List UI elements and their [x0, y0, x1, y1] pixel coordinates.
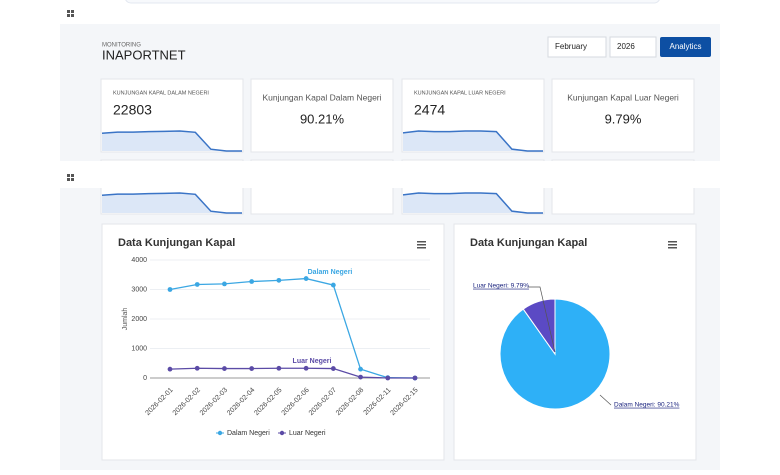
y-tick-label: 4000	[131, 257, 147, 264]
y-tick-label: 0	[143, 375, 147, 382]
card-label: Kunjungan Kapal Luar Negeri	[567, 92, 679, 102]
legend-label: Dalam Negeri	[227, 430, 270, 437]
point	[276, 366, 281, 371]
card-value: 90.21%	[300, 111, 345, 126]
header-strip	[60, 161, 780, 188]
card-label: KUNJUNGAN KAPAL DALAM NEGERI	[113, 90, 209, 96]
card-value: 22803	[113, 102, 152, 118]
series-annotation: Dalam Negeri	[308, 269, 353, 276]
legend-marker	[218, 431, 222, 435]
point	[413, 376, 418, 381]
card-label: KUNJUNGAN KAPAL LUAR NEGERI	[414, 90, 506, 96]
point	[195, 282, 200, 287]
legend-marker	[280, 431, 284, 435]
card-label: Kunjungan Kapal Dalam Negeri	[262, 92, 381, 102]
data-label: Dalam Negeri: 90.21%	[614, 402, 680, 409]
point	[358, 375, 363, 380]
y-tick-label: 1000	[131, 345, 147, 352]
legend-label: Luar Negeri	[289, 430, 326, 437]
point	[168, 367, 173, 372]
point	[168, 287, 173, 292]
point	[331, 366, 336, 371]
grid-icon	[67, 10, 74, 17]
point	[222, 281, 227, 286]
y-tick-label: 2000	[131, 316, 147, 323]
point	[358, 367, 363, 372]
series-annotation: Luar Negeri	[293, 358, 332, 365]
point	[249, 366, 254, 371]
button-label: Analytics	[669, 42, 701, 51]
card-value: 2474	[414, 102, 445, 118]
point	[304, 276, 309, 281]
menu-icon[interactable]	[417, 241, 426, 249]
point	[249, 279, 254, 284]
month: February	[555, 42, 587, 51]
app-title: INAPORTNET	[102, 47, 186, 62]
menu-icon[interactable]	[668, 241, 677, 249]
search-bar[interactable]	[125, 0, 660, 3]
chart-title: Data Kunjungan Kapal	[470, 237, 587, 249]
point	[385, 376, 390, 381]
point	[304, 366, 309, 371]
data-label: Luar Negeri: 9.79%	[473, 283, 529, 290]
point	[331, 283, 336, 288]
point	[195, 366, 200, 371]
chart-card	[102, 224, 444, 460]
chart-title: Data Kunjungan Kapal	[118, 237, 235, 249]
y-tick-label: 3000	[131, 286, 147, 293]
year: 2026	[617, 42, 635, 51]
card-value: 9.79%	[605, 111, 642, 126]
point	[276, 278, 281, 283]
point	[222, 366, 227, 371]
y-axis-label: Jumlah	[122, 308, 129, 331]
